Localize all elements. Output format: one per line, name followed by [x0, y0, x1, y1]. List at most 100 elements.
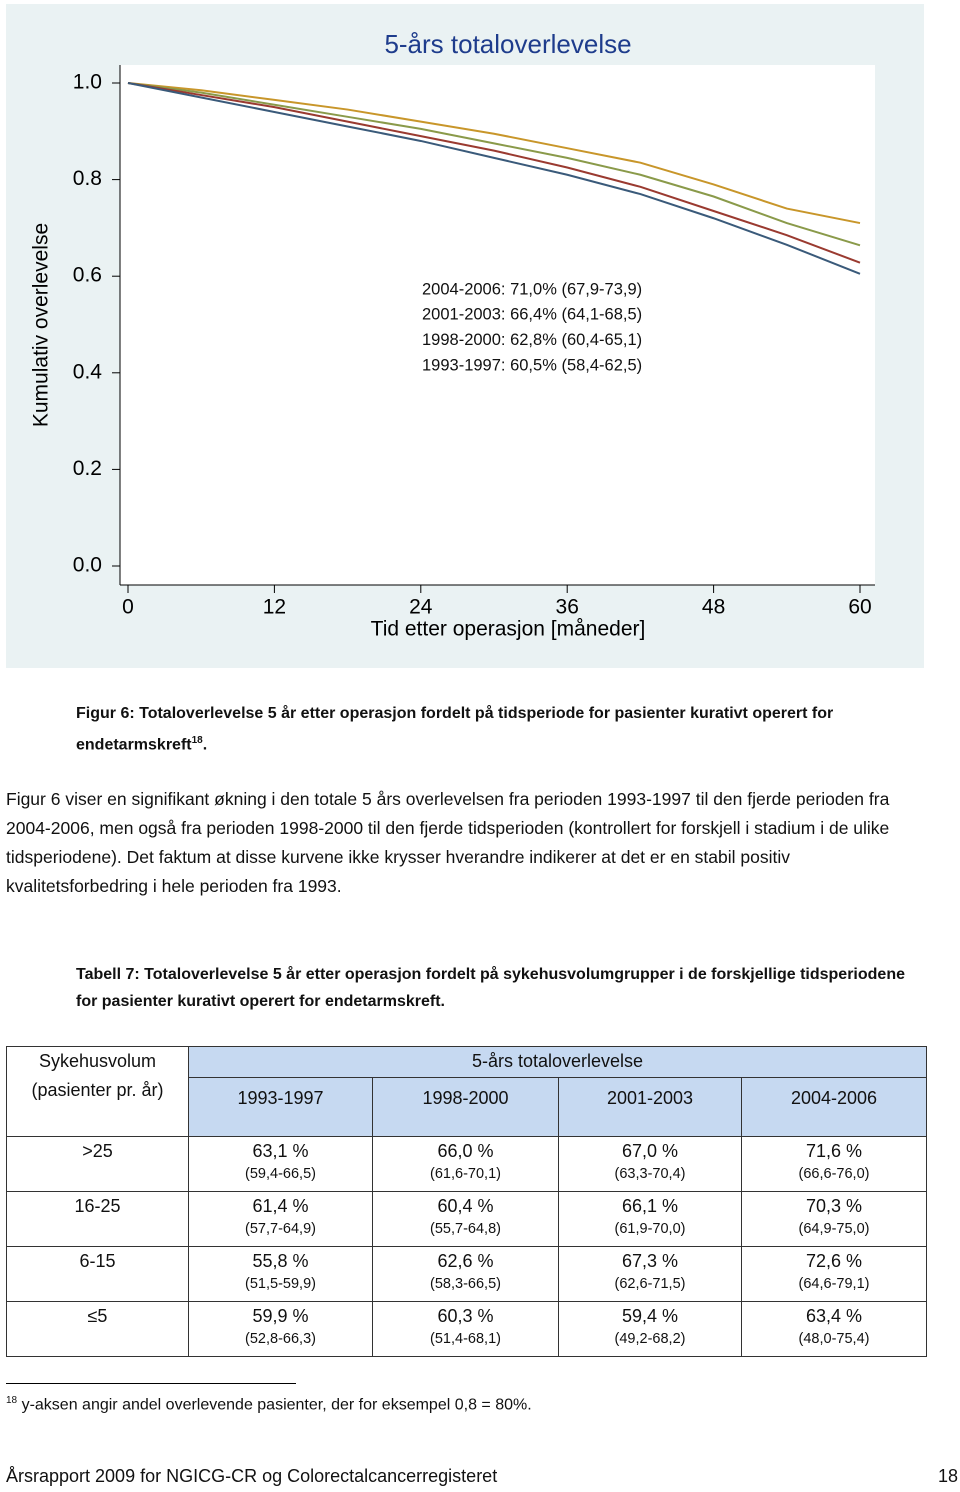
data-row: >25 63,1 % (59,4-66,5) 66,0 % (61,6-70,1) 67,… [6, 1136, 927, 1192]
cell-value: 55,8 % [252, 1251, 309, 1271]
row-group: 6-15 [6, 1246, 189, 1302]
page-number: 18 [937, 1466, 958, 1486]
cell: 63,4 % (48,0-75,4) [741, 1301, 927, 1357]
cell-ci: (64,6-79,1) [798, 1276, 870, 1292]
span-header: 5-års totaloverlevelse [188, 1046, 927, 1078]
cell-ci: (48,0-75,4) [798, 1331, 870, 1347]
cell: 62,6 % (58,3-66,5) [372, 1246, 559, 1302]
cell: 63,1 % (59,4-66,5) [188, 1136, 373, 1192]
caption-end: . [202, 736, 208, 754]
cell-ci: (51,5-59,9) [245, 1276, 316, 1292]
footer-text: Årsrapport 2009 for NGICG-CR og Colorect… [6, 1466, 498, 1486]
cell-ci: (64,9-75,0) [798, 1221, 870, 1237]
cell-value: 60,4 % [437, 1196, 494, 1216]
data-row: 16-25 61,4 % (57,7-64,9) 60,4 % (55,7-64,8) 6… [6, 1191, 927, 1247]
header-row: Sykehusvolum (pasienter pr. år) 5-års tot… [6, 1046, 927, 1137]
cell: 70,3 % (64,9-75,0) [741, 1191, 927, 1247]
x-tick-label: 48 [702, 596, 725, 619]
y-tick-label: 0.6 [73, 264, 102, 287]
cell: 55,8 % (51,5-59,9) [188, 1246, 373, 1302]
cell: 59,9 % (52,8-66,3) [188, 1301, 373, 1357]
cell-value: 67,3 % [621, 1251, 679, 1271]
footnote-ref: 18 [6, 1395, 18, 1406]
y-tick-label: 1.0 [73, 71, 102, 94]
column-header: 2001-2003 [558, 1077, 742, 1137]
cell-value: 66,1 % [621, 1196, 679, 1216]
chart: 5-års totaloverlevelse Tid etter operasj… [6, 4, 924, 668]
cell-value: 67,0 % [621, 1141, 679, 1161]
cell-value: 59,9 % [252, 1306, 309, 1326]
x-tick-label: 24 [409, 596, 433, 619]
note-ref: 18 [191, 735, 203, 746]
data-row: ≤5 59,9 % (52,8-66,3) 60,3 % (51,4-68,1) 59,4… [6, 1301, 927, 1357]
cell-ci: (58,3-66,5) [430, 1276, 501, 1292]
cell-value: 59,4 % [621, 1306, 679, 1326]
cell-ci: (66,6-76,0) [798, 1166, 870, 1182]
series-line [127, 82, 861, 247]
row-group: ≤5 [6, 1301, 189, 1357]
cell-ci: (62,6-71,5) [614, 1276, 686, 1292]
cell-value: 61,4 % [252, 1196, 309, 1216]
y-axis-label: Kumulativ overlevelse [30, 223, 53, 427]
group-header: Sykehusvolum (pasienter pr. år) [6, 1046, 189, 1137]
cell-value: 60,3 % [437, 1306, 494, 1326]
row-group: >25 [6, 1136, 189, 1192]
legend-entry: 2001-2003: 66,4% (64,1-68,5) [422, 306, 642, 324]
cell-value: 62,6 % [437, 1251, 494, 1271]
column-header: 2004-2006 [741, 1077, 927, 1137]
cell-ci: (61,6-70,1) [430, 1166, 501, 1182]
footnote: 18 y-aksen angir andel overlevende pasie… [6, 1395, 532, 1414]
cell-ci: (49,2-68,2) [614, 1331, 686, 1347]
cell: 61,4 % (57,7-64,9) [188, 1191, 373, 1247]
series-line [127, 82, 861, 275]
cell-value: 70,3 % [805, 1196, 863, 1216]
footnote-rule [6, 1383, 296, 1384]
cell: 71,6 % (66,6-76,0) [741, 1136, 927, 1192]
column-header: 1993-1997 [188, 1077, 373, 1137]
x-tick-label: 12 [263, 596, 286, 619]
data-row: 6-15 55,8 % (51,5-59,9) 62,6 % (58,3-66,5) 67… [6, 1246, 927, 1302]
cell-ci: (52,8-66,3) [245, 1331, 316, 1347]
cell-value: 72,6 % [805, 1251, 863, 1271]
cell-value: 71,6 % [805, 1141, 863, 1161]
cell-ci: (57,7-64,9) [245, 1221, 316, 1237]
legend-entry: 1993-1997: 60,5% (58,4-62,5) [422, 356, 642, 374]
paragraph: Figur 6 viser en signifikant økning i de… [6, 789, 890, 896]
x-axis-label: Tid etter operasjon [måneder] [371, 618, 646, 641]
x-tick-label: 0 [122, 596, 134, 619]
cell-ci: (61,9-70,0) [614, 1221, 686, 1237]
legend-entry: 1998-2000: 62,8% (60,4-65,1) [422, 331, 642, 349]
y-tick-label: 0.4 [73, 360, 103, 383]
cell-value: 63,4 % [805, 1306, 863, 1326]
cell: 67,0 % (63,3-70,4) [558, 1136, 742, 1192]
plot-area [120, 65, 875, 585]
cell: 66,1 % (61,9-70,0) [558, 1191, 742, 1247]
series-line [127, 82, 861, 264]
x-tick-label: 36 [556, 596, 579, 619]
cell: 59,4 % (49,2-68,2) [558, 1301, 742, 1357]
footnote-text: y-aksen angir andel overlevende pasiente… [21, 1396, 532, 1414]
row-group: 16-25 [6, 1191, 189, 1247]
cell-value: 63,1 % [252, 1141, 309, 1161]
caption-text: Figur 6: Totaloverlevelse 5 år etter ope… [76, 705, 834, 754]
figure-caption: Figur 6: Totaloverlevelse 5 år etter ope… [76, 700, 916, 758]
x-tick-label: 60 [848, 596, 871, 619]
y-tick-label: 0.0 [73, 554, 102, 577]
cell-ci: (63,3-70,4) [614, 1166, 686, 1182]
y-tick-label: 0.2 [73, 457, 102, 480]
legend-entry: 2004-2006: 71,0% (67,9-73,9) [422, 280, 642, 298]
cell-ci: (59,4-66,5) [245, 1166, 316, 1182]
cell-value: 66,0 % [437, 1141, 494, 1161]
cell: 60,4 % (55,7-64,8) [372, 1191, 559, 1247]
cell-ci: (51,4-68,1) [430, 1331, 501, 1347]
cell-ci: (55,7-64,8) [430, 1221, 501, 1237]
header-row: 1993-1997 1998-2000 2001-2003 2004-2006 [7, 1077, 927, 1137]
series-line [127, 82, 861, 225]
table-caption: Tabell 7: Totaloverlevelse 5 år etter op… [76, 966, 905, 1010]
cell: 60,3 % (51,4-68,1) [372, 1301, 559, 1357]
cell: 66,0 % (61,6-70,1) [372, 1136, 559, 1192]
y-tick-label: 0.8 [73, 167, 102, 190]
table: Sykehusvolum (pasienter pr. år) 5-års tot… [6, 1046, 927, 1357]
column-header: 1998-2000 [372, 1077, 559, 1137]
